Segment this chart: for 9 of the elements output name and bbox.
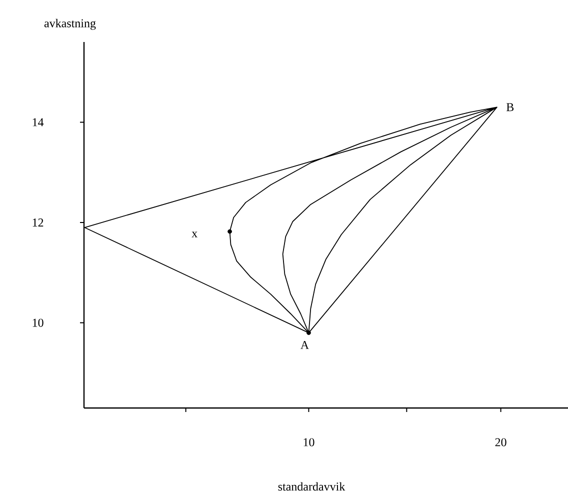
x-axis-title: standardavvik bbox=[278, 482, 346, 491]
annotation: B bbox=[506, 103, 514, 112]
y-axis-title: avkastning bbox=[44, 18, 96, 30]
y-tick-label: 12 bbox=[32, 218, 44, 226]
y-tick-label: 10 bbox=[32, 318, 44, 327]
annotation: x bbox=[192, 232, 198, 238]
annotation: A bbox=[300, 340, 309, 349]
x-tick-label: 20 bbox=[495, 438, 506, 446]
y-tick-label: 14 bbox=[32, 118, 44, 126]
